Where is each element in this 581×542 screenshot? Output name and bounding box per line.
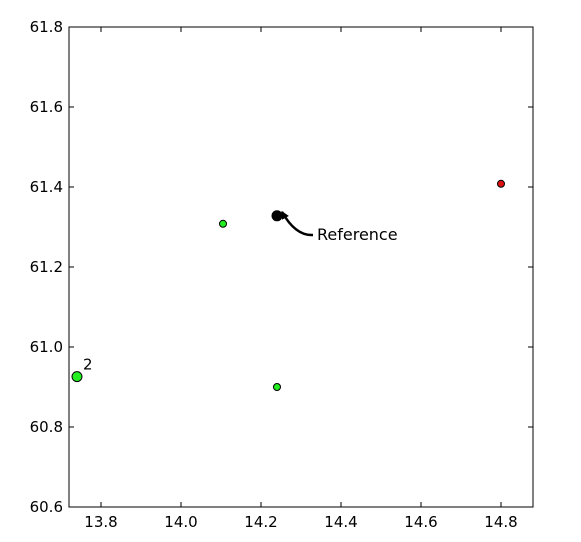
x-tick-label: 14.2 xyxy=(244,513,277,531)
data-point xyxy=(271,210,283,222)
data-point xyxy=(219,219,227,228)
data-point xyxy=(71,371,83,383)
annotation-arrow xyxy=(280,210,314,237)
y-tick-label: 60.6 xyxy=(30,498,63,516)
data-point xyxy=(273,383,281,391)
x-tick-label: 14.6 xyxy=(404,513,437,531)
annotation-text: Reference xyxy=(317,225,398,244)
y-tick-label: 61.4 xyxy=(30,178,63,196)
point-label: 2 xyxy=(83,356,93,374)
points-layer: 2 xyxy=(71,179,505,391)
ticks-layer: 13.8 14.0 14.2 14.4 14.6 14.8 60.6 60.8 61.0 61.2… xyxy=(30,18,533,531)
y-tick-label: 61.2 xyxy=(30,258,63,276)
axes-border xyxy=(68,26,534,508)
y-tick-label: 60.8 xyxy=(30,418,63,436)
x-tick-label: 13.8 xyxy=(84,513,117,531)
y-tick-label: 61.6 xyxy=(30,98,63,116)
x-tick-label: 14.4 xyxy=(324,513,357,531)
data-point xyxy=(497,179,505,188)
y-tick-label: 61.8 xyxy=(30,18,63,36)
annotation-layer: Reference xyxy=(280,210,398,244)
x-tick-label: 14.8 xyxy=(484,513,517,531)
y-tick-label: 61.0 xyxy=(30,338,63,356)
plot-frame xyxy=(68,26,534,508)
x-tick-label: 14.0 xyxy=(164,513,197,531)
